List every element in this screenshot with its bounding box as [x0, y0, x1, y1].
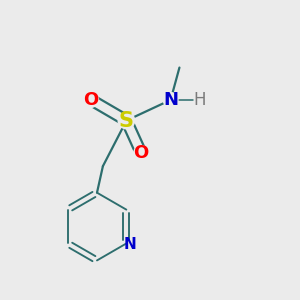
Circle shape: [134, 146, 148, 160]
Text: N: N: [163, 91, 178, 109]
Circle shape: [84, 93, 98, 107]
Text: O: O: [83, 91, 99, 109]
Text: N: N: [124, 238, 136, 253]
Text: O: O: [134, 144, 149, 162]
Text: S: S: [119, 111, 134, 130]
Text: H: H: [194, 91, 206, 109]
Circle shape: [194, 94, 206, 106]
Circle shape: [163, 93, 178, 107]
Circle shape: [118, 112, 135, 129]
